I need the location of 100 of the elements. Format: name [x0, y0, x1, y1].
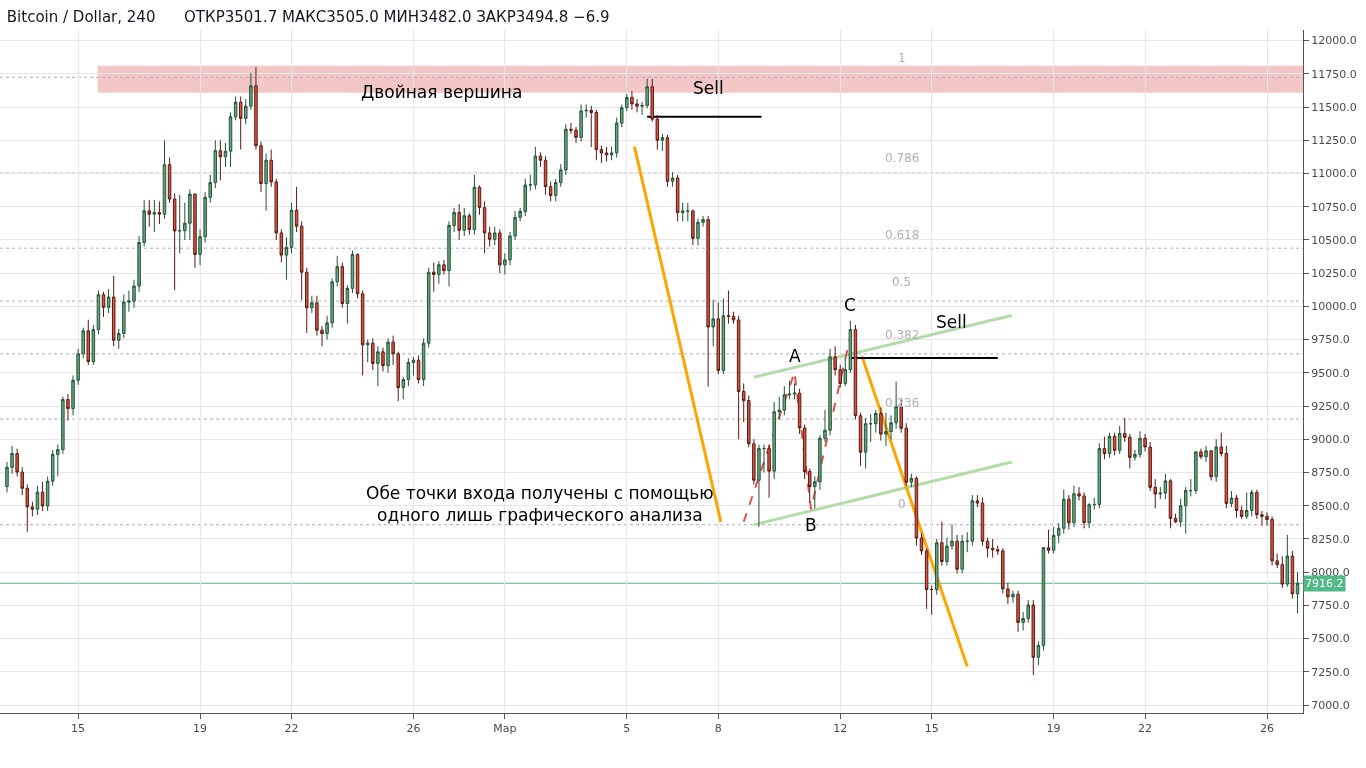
x-tick-label: 22 — [284, 722, 299, 736]
x-tick-label: 19 — [1046, 722, 1061, 736]
x-tick-label: 15 — [71, 722, 86, 736]
y-tick-label: 10000.0 — [1311, 300, 1357, 314]
candlestick — [1112, 432, 1117, 456]
candlestick — [106, 288, 111, 314]
x-tick-label: Мар — [493, 722, 517, 736]
candlestick — [863, 417, 868, 469]
candlestick — [360, 289, 365, 376]
candlestick — [1158, 486, 1163, 500]
y-tick-label: 7000.0 — [1311, 698, 1350, 712]
candlestick — [757, 444, 761, 528]
candlestick — [218, 139, 223, 181]
candlestick — [147, 199, 151, 228]
x-tick-label: 22 — [1138, 722, 1153, 736]
candlestick — [670, 171, 675, 188]
candlestick — [848, 320, 853, 374]
candlestick — [457, 203, 461, 241]
candlestick — [604, 146, 609, 163]
candlestick — [462, 207, 466, 237]
annotation: 0.618 — [885, 228, 920, 242]
y-tick-label: 11250.0 — [1311, 134, 1357, 148]
candlestick — [1214, 438, 1218, 483]
y-tick-label: 9250.0 — [1311, 399, 1350, 413]
candlestick — [1031, 599, 1036, 676]
candlestick — [716, 301, 721, 375]
annotation: 0.382 — [885, 328, 920, 342]
candlestick — [767, 444, 771, 499]
candlestick — [965, 531, 969, 553]
candlestick — [86, 319, 91, 366]
candlestick — [726, 289, 731, 325]
candlestick — [975, 494, 980, 508]
candlestick — [1199, 448, 1203, 460]
x-tick-label: 5 — [623, 722, 631, 736]
y-tick-label: 9000.0 — [1311, 433, 1350, 447]
candlestick — [233, 95, 238, 121]
candlestick — [432, 262, 436, 293]
candlestick — [376, 345, 380, 387]
candlestick — [264, 153, 268, 212]
candlestick — [498, 228, 502, 274]
candlestick — [1046, 529, 1051, 555]
candlestick — [101, 291, 106, 318]
candlestick — [1189, 478, 1193, 497]
chart-title: Bitcoin / Dollar, 240 ОТКР3501.7 МАКС3505.0 МИН3482.0 ЗАКР3494.8 −6.9 — [6, 8, 610, 27]
candlestick — [955, 534, 959, 574]
candlestick — [680, 202, 685, 222]
candlestick — [1117, 425, 1122, 455]
annotation: Обе точки входа получены с помощью одного лишь графического анализа — [366, 483, 714, 526]
candlestick — [538, 151, 543, 168]
x-tick-label: 19 — [193, 722, 208, 736]
candlestick — [91, 324, 96, 366]
candlestick — [172, 192, 177, 291]
annotation: C — [844, 295, 856, 315]
candlestick — [686, 202, 690, 222]
x-tick-label: 26 — [406, 722, 421, 736]
candlestick — [289, 202, 294, 254]
candlestick — [721, 297, 726, 375]
x-tick-label: 12 — [833, 722, 848, 736]
candlestick — [467, 212, 472, 236]
y-tick-label: 10250.0 — [1311, 267, 1357, 281]
candlestick — [1072, 485, 1076, 528]
candlestick — [487, 226, 492, 248]
candlestick — [1295, 571, 1300, 614]
candlestick — [238, 95, 243, 151]
candlestick — [935, 538, 939, 596]
candlestick — [411, 356, 416, 376]
y-tick-label: 7250.0 — [1311, 665, 1350, 679]
y-tick-label: 7750.0 — [1311, 599, 1350, 613]
annotation: A — [789, 346, 801, 366]
candlestick — [472, 174, 477, 236]
ref-line-label: 7916.2 — [1305, 577, 1344, 590]
candlestick — [843, 357, 848, 387]
candlestick — [792, 382, 797, 400]
candlestick — [1234, 494, 1239, 519]
candlestick — [35, 485, 40, 516]
candlestick — [193, 192, 197, 269]
candlestick — [1194, 450, 1198, 495]
x-tick-label: 15 — [924, 722, 939, 736]
candlestick — [940, 521, 944, 566]
candlestick — [1036, 640, 1041, 666]
annotation: Sell — [693, 78, 724, 98]
candlestick — [1229, 490, 1234, 508]
candlestick — [797, 388, 802, 435]
candlestick — [1067, 494, 1071, 531]
annotation: Двойная вершина — [361, 82, 523, 102]
candlestick — [167, 157, 172, 204]
candlestick — [1285, 534, 1290, 588]
candlestick — [152, 199, 157, 233]
candlestick — [1163, 473, 1168, 500]
candlestick — [111, 275, 116, 347]
y-tick-label: 8250.0 — [1311, 532, 1350, 546]
candlestick — [442, 259, 446, 275]
candlestick — [1107, 432, 1112, 459]
candlestick — [599, 145, 604, 164]
y-tick-label: 9500.0 — [1311, 366, 1350, 380]
candlestick — [40, 481, 45, 512]
candlestick — [675, 174, 680, 222]
x-tick-label: 8 — [714, 722, 722, 736]
candlestick — [365, 339, 370, 363]
candlestick — [970, 494, 975, 547]
